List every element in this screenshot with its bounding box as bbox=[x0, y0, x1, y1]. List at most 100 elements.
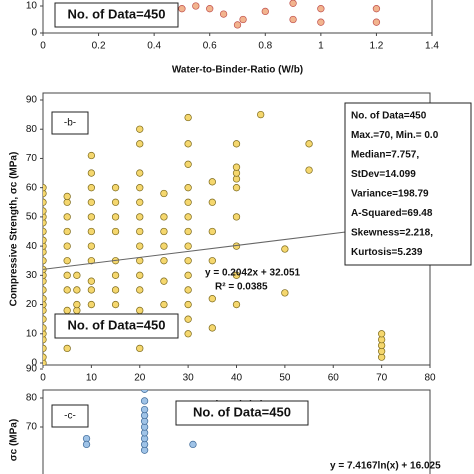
y-axis-label: Compressive Strength, σc (MPa) bbox=[9, 152, 20, 307]
point bbox=[136, 169, 144, 177]
point bbox=[63, 227, 71, 236]
point bbox=[63, 286, 71, 294]
point bbox=[281, 289, 289, 297]
plot-frame bbox=[42, 0, 433, 34]
equation: y = 0.2042x + 32.051 bbox=[205, 268, 301, 279]
point bbox=[219, 10, 228, 18]
point bbox=[87, 277, 96, 285]
point bbox=[111, 286, 120, 294]
point bbox=[232, 213, 241, 221]
point bbox=[43, 324, 47, 332]
point bbox=[111, 271, 120, 279]
point bbox=[136, 125, 144, 133]
point bbox=[43, 344, 47, 353]
point bbox=[232, 140, 241, 148]
point bbox=[63, 344, 71, 353]
point bbox=[184, 184, 192, 192]
y-tick-label: 80 bbox=[26, 393, 38, 404]
x-tick-label: 20 bbox=[134, 373, 146, 384]
point bbox=[82, 440, 91, 449]
point bbox=[192, 2, 200, 10]
point bbox=[184, 300, 192, 309]
panel-label: -b- bbox=[64, 118, 76, 129]
point bbox=[281, 245, 289, 253]
x-tick-label: 0 bbox=[40, 373, 46, 384]
x-tick-label: 0.8 bbox=[258, 41, 272, 52]
point bbox=[184, 113, 192, 122]
x-axis-label: Water-to-Binder-Ratio (W/b) bbox=[172, 65, 303, 76]
annotation-box bbox=[54, 2, 179, 28]
point bbox=[184, 227, 192, 236]
point bbox=[87, 227, 96, 236]
point bbox=[289, 15, 297, 24]
point bbox=[160, 277, 168, 285]
point bbox=[87, 151, 96, 160]
y-tick-label: 60 bbox=[26, 182, 38, 193]
point bbox=[160, 257, 168, 265]
stats-line: A-Squared=69.48 bbox=[351, 208, 433, 219]
point bbox=[43, 315, 47, 323]
x-tick-label: 0.6 bbox=[203, 41, 217, 52]
point bbox=[305, 140, 313, 148]
point bbox=[289, 0, 297, 7]
x-tick-label: 1 bbox=[318, 41, 324, 52]
y-tick-label: 90 bbox=[26, 95, 38, 106]
point bbox=[184, 271, 192, 279]
point bbox=[208, 324, 216, 332]
point bbox=[206, 5, 214, 13]
r-squared: R² = 0.0385 bbox=[215, 282, 268, 293]
point bbox=[43, 353, 47, 361]
y-tick-label: 50 bbox=[26, 212, 38, 223]
point bbox=[208, 257, 216, 265]
panel: 010203040506070809001020304050607080Fly … bbox=[9, 92, 472, 411]
point bbox=[43, 236, 47, 244]
y-tick-label: 20 bbox=[26, 299, 38, 310]
x-tick-label: 1.4 bbox=[425, 41, 439, 52]
stats-line: Max.=70, Min.= 0.0 bbox=[351, 130, 439, 141]
point bbox=[63, 213, 71, 221]
point bbox=[111, 213, 120, 221]
point bbox=[111, 300, 120, 309]
stats-line: Kurtosis=5.239 bbox=[351, 247, 423, 258]
plot-frame bbox=[42, 389, 431, 474]
point bbox=[184, 257, 192, 265]
y-tick-label: 10 bbox=[26, 1, 38, 12]
annotation: No. of Data=450 bbox=[193, 404, 291, 419]
annotation-box bbox=[54, 313, 179, 339]
point bbox=[184, 198, 192, 206]
equation: y = 7.4167ln(x) + 16.025 bbox=[330, 461, 441, 472]
point bbox=[232, 271, 241, 279]
annotation: No. of Data=450 bbox=[68, 317, 166, 332]
point bbox=[184, 242, 192, 250]
point bbox=[208, 295, 216, 303]
panel-label: -c- bbox=[64, 411, 76, 422]
point bbox=[136, 242, 144, 250]
point bbox=[43, 198, 47, 206]
point bbox=[136, 306, 144, 315]
point bbox=[63, 257, 71, 265]
stats-line: StDev=14.099 bbox=[351, 169, 416, 180]
y-tick-label: 80 bbox=[26, 124, 38, 135]
point bbox=[317, 5, 325, 13]
point bbox=[136, 227, 144, 236]
points bbox=[178, 0, 381, 29]
point bbox=[87, 286, 96, 294]
panel-box bbox=[51, 404, 89, 428]
annotation-box bbox=[175, 400, 309, 426]
x-tick-label: 60 bbox=[328, 373, 340, 384]
point bbox=[43, 207, 47, 215]
point bbox=[184, 286, 192, 294]
point bbox=[160, 300, 168, 309]
x-tick-label: 30 bbox=[183, 373, 195, 384]
point bbox=[43, 286, 47, 294]
y-tick-label: 30 bbox=[26, 270, 38, 281]
point bbox=[43, 184, 47, 192]
point bbox=[261, 7, 269, 16]
x-tick-label: 0.2 bbox=[92, 41, 106, 52]
point bbox=[136, 286, 144, 294]
x-tick-label: 0 bbox=[40, 41, 46, 52]
point bbox=[111, 198, 120, 206]
point bbox=[160, 189, 168, 198]
point bbox=[43, 227, 47, 236]
